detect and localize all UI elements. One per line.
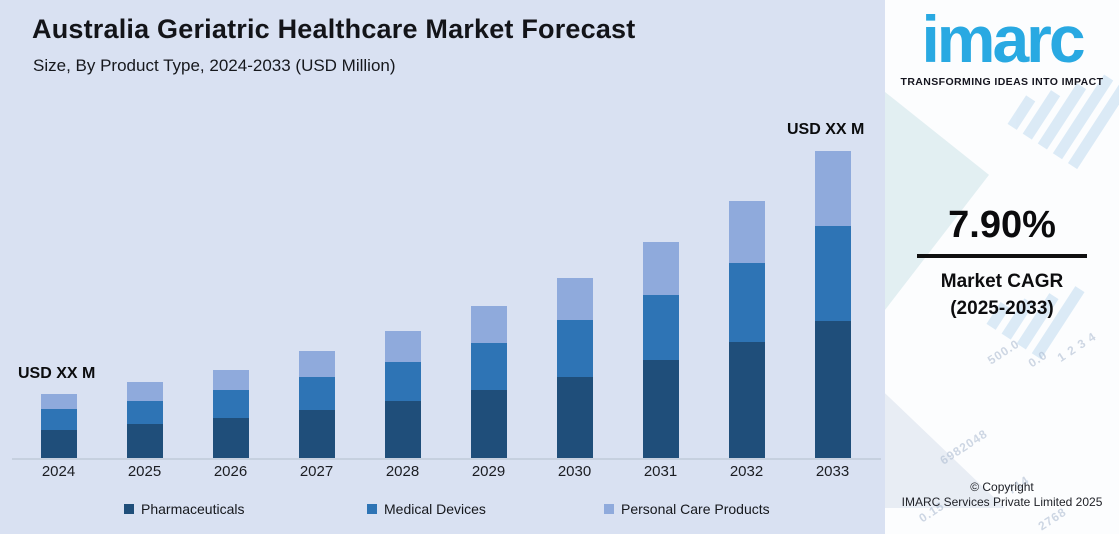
- bar-segment-personal-care-products-2024: [40, 394, 77, 409]
- page-title: Australia Geriatric Healthcare Market Fo…: [32, 14, 636, 44]
- bar-segment-pharmaceuticals-2033: [814, 321, 851, 458]
- x-axis-label-2031: 2031: [643, 463, 678, 480]
- bar-segment-personal-care-products-2027: [298, 351, 335, 377]
- bar-segment-medical-devices-2029: [470, 343, 507, 390]
- bar-segment-personal-care-products-2031: [642, 242, 679, 295]
- legend-swatch: [367, 504, 377, 514]
- x-axis-label-2032: 2032: [729, 463, 764, 480]
- bar-segment-personal-care-products-2030: [556, 278, 593, 320]
- imarc-logo-text: imarc: [921, 2, 1085, 76]
- bar-segment-pharmaceuticals-2029: [470, 390, 507, 458]
- cagr-block: 7.90% Market CAGR (2025-2033): [885, 204, 1119, 322]
- bar-segment-personal-care-products-2028: [384, 331, 421, 362]
- bar-segment-pharmaceuticals-2025: [126, 424, 163, 458]
- bar-segment-pharmaceuticals-2026: [212, 418, 249, 458]
- bar-segment-medical-devices-2032: [728, 263, 765, 342]
- bar-segment-personal-care-products-2029: [470, 306, 507, 343]
- legend-item-personal-care-products: Personal Care Products: [604, 501, 770, 517]
- legend-item-pharmaceuticals: Pharmaceuticals: [124, 501, 245, 517]
- chart-panel: Australia Geriatric Healthcare Market Fo…: [0, 0, 885, 534]
- x-axis-label-2028: 2028: [385, 463, 420, 480]
- legend-label: Pharmaceuticals: [141, 501, 245, 517]
- right-value-annotation: USD XX M: [787, 121, 865, 138]
- imarc-logo-tagline: TRANSFORMING IDEAS INTO IMPACT: [900, 76, 1104, 88]
- bar-segment-medical-devices-2027: [298, 377, 335, 410]
- brand-panel: 500.0 0.0 1 2 3 4 6982048 714 0.15 2768 imarc …: [885, 0, 1119, 534]
- legend-label: Medical Devices: [384, 501, 486, 517]
- legend-label: Personal Care Products: [621, 501, 770, 517]
- x-axis-label-2025: 2025: [127, 463, 162, 480]
- page-subtitle: Size, By Product Type, 2024-2033 (USD Mi…: [33, 56, 396, 75]
- bar-segment-pharmaceuticals-2024: [40, 430, 77, 458]
- bar-segment-pharmaceuticals-2030: [556, 377, 593, 458]
- bar-segment-pharmaceuticals-2032: [728, 342, 765, 458]
- bar-segment-pharmaceuticals-2028: [384, 401, 421, 458]
- watermark-number: 6982048: [937, 426, 991, 468]
- bar-segment-personal-care-products-2033: [814, 151, 851, 226]
- bar-segment-medical-devices-2028: [384, 362, 421, 401]
- bar-segment-personal-care-products-2032: [728, 201, 765, 263]
- bar-segment-medical-devices-2025: [126, 401, 163, 424]
- x-axis-label-2029: 2029: [471, 463, 506, 480]
- cagr-value: 7.90%: [948, 204, 1056, 246]
- copyright: © Copyright IMARC Services Private Limit…: [885, 480, 1119, 510]
- bar-segment-medical-devices-2031: [642, 295, 679, 360]
- bar-segment-pharmaceuticals-2027: [298, 410, 335, 458]
- watermark-number: 0.0: [1025, 347, 1050, 371]
- legend-item-medical-devices: Medical Devices: [367, 501, 486, 517]
- bar-segment-personal-care-products-2025: [126, 382, 163, 401]
- copyright-line2: IMARC Services Private Limited 2025: [901, 495, 1103, 509]
- x-axis-label-2024: 2024: [41, 463, 76, 480]
- imarc-logo: imarc TRANSFORMING IDEAS INTO IMPACT: [885, 0, 1119, 88]
- bar-segment-medical-devices-2026: [212, 390, 249, 418]
- watermark-number: 500.0: [985, 336, 1023, 368]
- x-axis-label-2026: 2026: [213, 463, 248, 480]
- bar-segment-medical-devices-2033: [814, 226, 851, 321]
- cagr-label-line2: (2025-2033): [950, 298, 1054, 319]
- bar-segment-medical-devices-2030: [556, 320, 593, 377]
- bar-segment-medical-devices-2024: [40, 409, 77, 430]
- watermark-number: 1 2 3 4: [1054, 329, 1099, 365]
- x-axis-line: [12, 458, 881, 460]
- x-axis-label-2030: 2030: [557, 463, 592, 480]
- legend-swatch: [604, 504, 614, 514]
- left-value-annotation: USD XX M: [18, 365, 96, 382]
- copyright-line1: © Copyright: [970, 480, 1034, 494]
- bar-segment-personal-care-products-2026: [212, 370, 249, 390]
- cagr-divider: [917, 254, 1087, 258]
- legend-swatch: [124, 504, 134, 514]
- x-axis-label-2033: 2033: [815, 463, 850, 480]
- bar-segment-pharmaceuticals-2031: [642, 360, 679, 458]
- cagr-label-line1: Market CAGR: [940, 271, 1064, 292]
- x-axis-label-2027: 2027: [299, 463, 334, 480]
